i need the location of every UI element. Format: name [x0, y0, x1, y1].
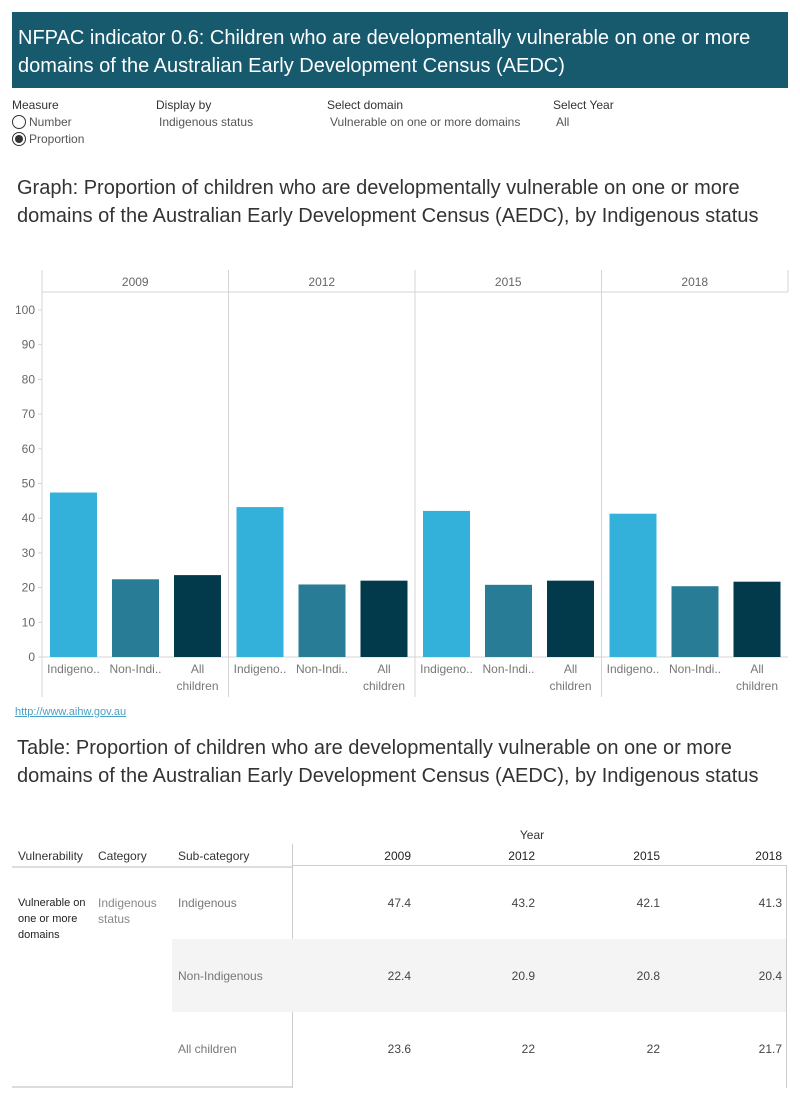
display-by-value[interactable]: Indigenous status	[159, 115, 254, 129]
value-cell: 41.3	[758, 896, 782, 910]
graph-title: Graph: Proportion of children who are de…	[17, 177, 759, 227]
value-cell: 20.9	[511, 969, 535, 983]
col-header-year: 2012	[508, 849, 535, 863]
source-link[interactable]: http://www.aihw.gov.au	[15, 706, 127, 718]
x-category-label: Indigeno..	[420, 662, 473, 676]
year-value[interactable]: All	[556, 115, 570, 129]
year-filter[interactable]: Select Year All	[553, 98, 614, 129]
x-category-label: children	[736, 679, 778, 693]
col-header-category: Category	[98, 849, 147, 863]
panel-label: 2018	[681, 275, 708, 289]
x-category-label: Indigeno..	[47, 662, 100, 676]
domain-filter[interactable]: Select domain Vulnerable on one or more …	[327, 98, 520, 129]
x-category-label: Indigeno..	[234, 662, 287, 676]
radio-proportion[interactable]: Proportion	[12, 130, 84, 147]
bar-non-indigenous-2009	[112, 579, 159, 657]
x-category-label: Non-Indi..	[296, 662, 348, 676]
value-cell: 22.4	[387, 969, 411, 983]
panel-label: 2009	[122, 275, 149, 289]
y-tick-label: 70	[22, 407, 36, 421]
x-category-label: All	[564, 662, 577, 676]
x-category-label: All	[191, 662, 204, 676]
y-tick-label: 20	[22, 581, 36, 595]
table-title: Table: Proportion of children who are de…	[17, 737, 759, 787]
category-cell: Indigenous status	[98, 896, 157, 926]
value-cell: 42.1	[636, 896, 660, 910]
measure-label: Measure	[12, 98, 59, 112]
footer-divider	[12, 1086, 292, 1088]
y-tick-label: 40	[22, 511, 36, 525]
bar-chart: 0 10 20 30 40 50 60 70 80 90 100 2009 Indigeno.. Non-…	[15, 270, 789, 697]
header-divider	[12, 866, 292, 868]
bar-non-indigenous-2015	[485, 584, 532, 657]
y-tick-label: 100	[15, 303, 35, 317]
value-cell: 20.8	[636, 969, 660, 983]
y-tick-label: 0	[28, 650, 35, 664]
bar-indigenous-2009	[50, 492, 97, 657]
bar-non-indigenous-2018	[671, 586, 719, 657]
bar-indigenous-2018	[609, 513, 657, 657]
sub-category-cell: Indigenous	[178, 896, 237, 910]
bar-all-children-2012	[360, 580, 408, 657]
col-header-year: 2018	[755, 849, 782, 863]
y-tick-label: 60	[22, 442, 36, 456]
value-cell: 43.2	[511, 896, 535, 910]
bar-all-children-2009	[174, 575, 221, 657]
row-band	[172, 939, 786, 1012]
bar-all-children-2018	[733, 581, 781, 657]
y-tick-label: 90	[22, 338, 36, 352]
panel-label: 2015	[495, 275, 522, 289]
radio-label: Proportion	[29, 131, 85, 146]
radio-checked-icon[interactable]	[12, 131, 26, 146]
x-category-label: Non-Indi..	[109, 662, 161, 676]
col-header-sub-category: Sub-category	[178, 849, 250, 863]
col-header-year: 2015	[633, 849, 660, 863]
radio-label: Number	[29, 114, 72, 129]
radio-number[interactable]: Number	[12, 113, 84, 130]
value-cell: 23.6	[387, 1042, 411, 1056]
x-category-label: children	[363, 679, 405, 693]
x-category-label: Non-Indi..	[669, 662, 721, 676]
y-tick-label: 30	[22, 546, 36, 560]
bar-non-indigenous-2012	[298, 584, 346, 657]
x-category-label: children	[549, 679, 591, 693]
display-by-label: Display by	[156, 98, 212, 112]
value-cell: 22	[521, 1042, 535, 1056]
sub-category-cell: Non-Indigenous	[178, 969, 263, 983]
vulnerability-cell: Vulnerable on one or more domains	[18, 897, 86, 941]
value-cell: 22	[646, 1042, 660, 1056]
y-tick-label: 80	[22, 372, 36, 386]
col-header-year: 2009	[384, 849, 411, 863]
bar-indigenous-2015	[423, 510, 470, 657]
y-tick-label: 10	[22, 615, 36, 629]
measure-filter: Measure Number Proportion	[12, 98, 84, 147]
values-frame	[292, 865, 787, 1088]
display-by-filter[interactable]: Display by Indigenous status	[156, 98, 253, 129]
data-table: Year Vulnerability Category Sub-category…	[12, 826, 788, 1090]
panel-label: 2012	[308, 275, 335, 289]
x-category-label: children	[176, 679, 218, 693]
bar-all-children-2015	[547, 580, 594, 657]
value-cell: 47.4	[387, 896, 411, 910]
x-category-label: Indigeno..	[607, 662, 660, 676]
x-category-label: All	[750, 662, 763, 676]
domain-value[interactable]: Vulnerable on one or more domains	[330, 115, 521, 129]
value-cell: 21.7	[758, 1042, 782, 1056]
domain-label: Select domain	[327, 98, 404, 112]
col-header-vulnerability: Vulnerability	[18, 849, 83, 863]
bar-indigenous-2012	[236, 507, 284, 657]
year-label: Select Year	[553, 98, 614, 112]
x-category-label: All	[377, 662, 390, 676]
value-cell: 20.4	[758, 969, 782, 983]
radio-unchecked-icon[interactable]	[12, 114, 26, 129]
y-tick-label: 50	[22, 477, 36, 491]
sub-category-cell: All children	[178, 1042, 237, 1056]
year-header: Year	[519, 828, 545, 842]
x-category-label: Non-Indi..	[482, 662, 534, 676]
page-title: NFPAC indicator 0.6: Children who are de…	[12, 12, 788, 88]
